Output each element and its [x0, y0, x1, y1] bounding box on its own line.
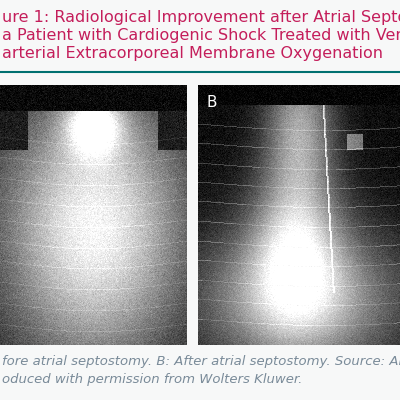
Text: arterial Extracorporeal Membrane Oxygenation: arterial Extracorporeal Membrane Oxygena…	[2, 46, 383, 61]
Text: ure 1: Radiological Improvement after Atrial Septoston: ure 1: Radiological Improvement after At…	[2, 10, 400, 25]
Text: oduced with permission from Wolters Kluwer.: oduced with permission from Wolters Kluw…	[2, 373, 302, 386]
Text: a Patient with Cardiogenic Shock Treated with Veno-: a Patient with Cardiogenic Shock Treated…	[2, 28, 400, 43]
Text: B: B	[206, 96, 216, 110]
Text: fore atrial septostomy. B: After atrial septostomy. Source: Aiyagari et al. 2006: fore atrial septostomy. B: After atrial …	[2, 355, 400, 368]
